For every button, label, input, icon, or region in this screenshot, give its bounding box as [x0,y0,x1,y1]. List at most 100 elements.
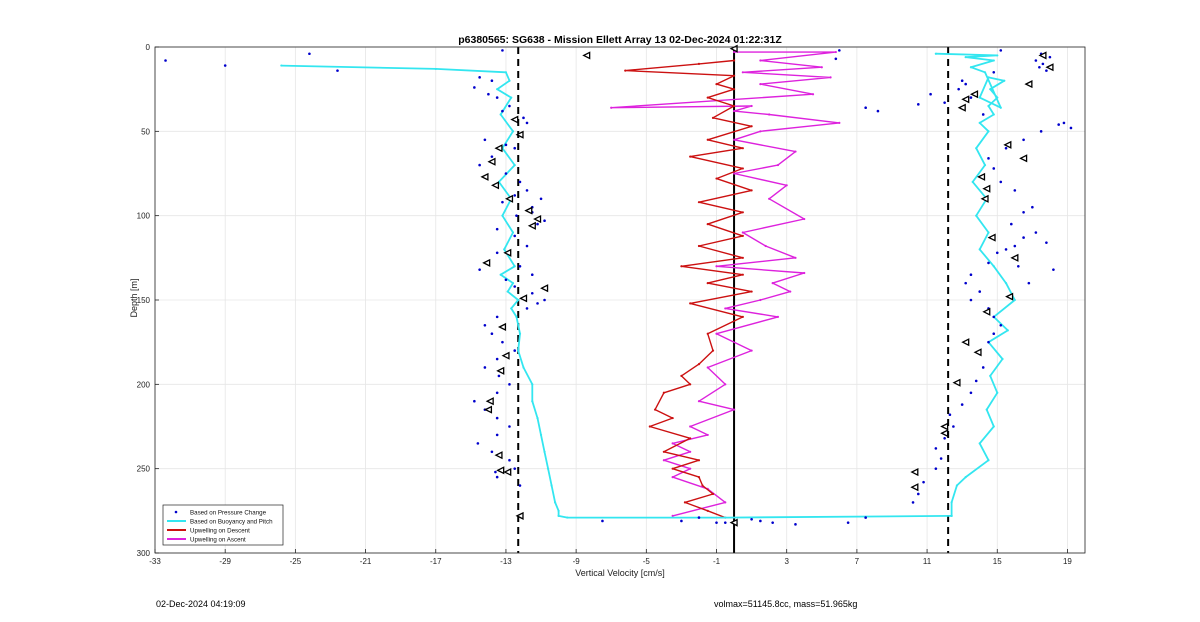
upwelling-descent-line-point [706,332,709,335]
pressure-change-point [513,349,517,352]
upwelling-descent-line-point [706,282,709,285]
pressure-change-point [508,383,511,386]
pressure-change-point [948,413,952,416]
upwelling-descent-line-point [732,59,736,62]
pressure-change-point [490,450,494,454]
pressure-change-point [1039,130,1043,133]
upwelling-descent-line-point [689,383,692,386]
upwelling-descent-line-point [706,138,709,141]
upwelling-ascent-line-point [671,442,674,445]
pressure-change-point [939,457,943,460]
upwelling-ascent-line-point [768,197,771,200]
pressure-change-point [515,214,518,217]
footer-timestamp: 02-Dec-2024 04:19:09 [156,599,246,609]
pressure-change-point [487,92,490,96]
y-axis-ticks: 0 50 100 150 200 250 300 [137,43,159,558]
upwelling-descent-line-point [697,476,701,479]
buoyancy-descent-line-point [511,130,515,133]
pressure-change-point [513,285,517,288]
buoyancy-descent-line-point [510,307,513,310]
upwelling-ascent-line-point [750,349,753,352]
upwelling-ascent-line-point [829,76,832,79]
pressure-change-point [964,281,967,285]
pressure-change-point [495,416,499,420]
pressure-change-point [308,52,311,56]
pressure-change-point [478,163,481,167]
y-tick-label: 200 [137,380,151,389]
upwelling-descent-line-point [697,362,701,366]
triangle-marker [519,294,528,303]
pressure-change-point [536,222,539,226]
pressure-change-point [1010,222,1013,226]
upwelling-ascent-line-point [662,459,665,462]
buoyancy-ascent-line-point [992,425,995,428]
pressure-change-point [501,49,504,52]
buoyancy-descent-line-point [504,71,508,74]
pressure-change-point [508,104,511,108]
upwelling-ascent-line-point [776,315,780,318]
upwelling-ascent-line-point [794,150,797,153]
buoyancy-ascent-line-point [934,52,937,55]
upwelling-descent-line-point [697,62,701,65]
triangle-marker [533,214,542,224]
pressure-change-point [911,501,915,504]
triangle-marker [1005,292,1014,301]
pressure-change-point [495,227,499,231]
triangle-marker [515,130,524,139]
upwelling-ascent-line-point [759,130,762,133]
upwelling-ascent-line-point [715,332,718,335]
buoyancy-ascent-line-point [983,163,987,167]
buoyancy-ascent-line-point [964,56,967,59]
pressure-change-point [1034,231,1038,234]
buoyancy-descent-line-point [543,450,546,453]
pressure-change-point [969,298,973,302]
x-tick-label: -13 [500,557,512,566]
pressure-change-point [495,315,499,319]
buoyancy-descent-line-point [566,516,569,519]
upwelling-ascent-line-point [732,50,736,54]
pressure-change-point [952,425,955,428]
pressure-change-point [1041,62,1045,66]
buoyancy-ascent-line-point [964,476,967,479]
pressure-change-point [530,291,534,295]
triangle-marker [527,221,536,230]
pressure-change-point [838,49,841,52]
upwelling-descent-line-point [711,492,715,496]
upwelling-descent-line-point [706,223,709,226]
x-tick-label: -21 [360,557,372,566]
pressure-change-point [987,340,990,344]
buoyancy-descent-line-point [501,214,504,217]
pressure-change-point [223,64,227,67]
grid [154,46,1085,554]
pressure-change-point [771,521,774,524]
pressure-change-point [846,521,850,524]
buoyancy-ascent-line-point [992,113,995,116]
buoyancy-descent-line-point [550,484,553,487]
buoyancy-ascent-line-point [999,106,1002,109]
buoyancy-descent-line-point [515,315,518,318]
pressure-change-point [992,71,996,74]
pressure-change-point [483,138,487,142]
buoyancy-ascent-line-point [1003,79,1006,82]
buoyancy-ascent-line-point [969,66,973,69]
upwelling-ascent-line-point [610,106,613,109]
pressure-change-point [513,234,517,238]
buoyancy-ascent-line-point [978,442,981,445]
pressure-change-point [476,442,480,445]
pressure-change-point [494,470,497,474]
buoyancy-descent-line-point [434,67,437,71]
pressure-change-point [992,167,996,170]
upwelling-ascent-line-point [764,244,767,248]
pressure-change-point [1069,126,1073,130]
pressure-change-point [495,433,499,437]
pressure-change-point [960,79,964,83]
upwelling-ascent-line-point [838,121,841,124]
pressure-change-point [1013,189,1017,192]
buoyancy-descent-line-point [511,231,515,234]
buoyancy-ascent-line-point [989,374,992,377]
upwelling-ascent-line [610,51,840,517]
buoyancy-descent-line-point [513,265,516,268]
buoyancy-descent-line-point [553,501,557,504]
x-tick-label: 19 [1063,557,1072,566]
buoyancy-descent-line-point [499,113,502,116]
